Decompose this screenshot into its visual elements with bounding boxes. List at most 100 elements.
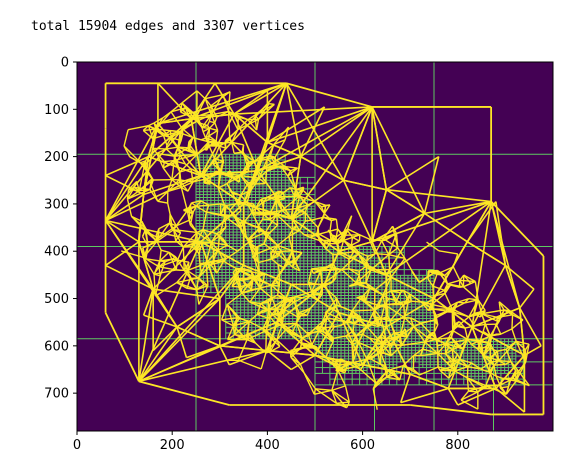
mesh-edge	[289, 187, 295, 196]
mesh-edge	[228, 110, 249, 121]
mesh-edge	[267, 106, 373, 144]
mesh-edge	[254, 103, 270, 116]
mesh-edge	[131, 215, 146, 232]
mesh-edge	[331, 369, 339, 391]
mesh-edge	[402, 354, 415, 367]
mesh-edge	[451, 358, 461, 368]
mesh-edge	[139, 188, 150, 192]
mesh-edge	[152, 138, 155, 149]
mesh-edge	[400, 335, 407, 338]
mesh-edge	[167, 186, 182, 193]
mesh-edge	[208, 145, 216, 159]
mesh-edge	[481, 309, 505, 315]
mesh-edge	[482, 330, 491, 337]
mesh-edge	[212, 160, 224, 165]
mesh-edge	[208, 142, 225, 147]
mesh-edge	[196, 98, 206, 117]
mesh-edge	[382, 294, 390, 300]
mesh-edge	[339, 240, 345, 255]
mesh-edge	[285, 83, 302, 157]
mesh-edge	[292, 266, 300, 272]
mesh-edge	[205, 94, 224, 100]
mesh-edge	[231, 129, 239, 143]
mesh-edge	[154, 275, 161, 297]
mesh-edge	[420, 322, 432, 334]
mesh-edge	[325, 341, 334, 358]
mesh-edge	[206, 121, 211, 126]
mesh-edge	[183, 260, 190, 263]
mesh-edge	[200, 174, 245, 205]
mesh-edge	[200, 203, 245, 243]
mesh-edge	[216, 260, 225, 274]
mesh-edge	[192, 178, 206, 183]
mesh-edge	[155, 111, 172, 130]
mesh-edge	[382, 335, 401, 345]
mesh-edge	[382, 290, 392, 296]
mesh-edge	[403, 300, 410, 318]
mesh-edge	[195, 205, 207, 213]
mesh-edge	[105, 174, 202, 222]
mesh-edge	[136, 181, 140, 191]
mesh-edge	[257, 309, 269, 315]
mesh-edge	[142, 247, 145, 258]
mesh-edge	[276, 308, 285, 311]
mesh-edge	[259, 284, 272, 289]
mesh-edge	[511, 314, 514, 329]
mesh-edge	[351, 341, 359, 345]
mesh-edge	[317, 213, 325, 228]
mesh-edge	[509, 370, 520, 381]
mesh-edge	[187, 205, 197, 212]
mesh-edge	[368, 238, 376, 254]
mesh-edge	[190, 82, 287, 120]
mesh-edge	[104, 312, 140, 382]
mesh-edge	[499, 378, 504, 386]
mesh-edge	[364, 288, 371, 302]
mesh-edge	[342, 228, 349, 241]
mesh-edge	[451, 349, 455, 361]
mesh-edge	[200, 200, 210, 206]
mesh-edge	[204, 98, 212, 115]
mesh-edge	[287, 175, 297, 190]
mesh-edge	[452, 266, 461, 281]
mesh-edge	[227, 111, 231, 138]
mesh-edge	[352, 358, 368, 364]
mesh-edge	[519, 288, 535, 309]
mesh-edge	[374, 276, 392, 291]
mesh-edge	[211, 241, 228, 246]
mesh-edge	[247, 114, 256, 121]
mesh-edge	[276, 339, 292, 354]
mesh-edge	[138, 241, 202, 382]
mesh-edge	[267, 297, 273, 311]
mesh-edge	[233, 215, 245, 223]
mesh-edge	[259, 227, 266, 233]
mesh-edge	[240, 194, 248, 204]
y-tick-label: 600	[44, 339, 69, 354]
mesh-edge	[248, 239, 255, 258]
mesh-edge	[291, 218, 301, 231]
mesh-edge	[170, 107, 186, 113]
mesh-edge	[408, 300, 422, 303]
mesh-edge	[418, 269, 438, 283]
mesh-edge	[454, 321, 460, 327]
mesh-edge	[318, 317, 328, 332]
mesh-edge	[157, 200, 168, 204]
mesh-edge	[454, 370, 468, 379]
mesh-edge	[211, 110, 229, 116]
y-axis-ticks: 0 100 200 300 400 500 600 700	[44, 56, 77, 402]
mesh-edge	[243, 221, 261, 229]
mesh-edge	[388, 269, 392, 278]
mesh-edge	[258, 258, 272, 264]
mesh-edge	[226, 304, 238, 319]
mesh-edge	[147, 125, 154, 139]
mesh-edge	[351, 309, 375, 312]
mesh-edge	[273, 126, 290, 145]
mesh-edge	[335, 219, 339, 230]
mesh-edge	[282, 323, 303, 339]
mesh-edge	[276, 283, 326, 323]
mesh-edge	[105, 193, 145, 222]
mesh-edge	[445, 343, 463, 350]
mesh-edge	[387, 364, 404, 372]
mesh-edge	[515, 361, 527, 382]
mesh-edge	[196, 204, 209, 207]
mesh-edge	[264, 171, 268, 184]
